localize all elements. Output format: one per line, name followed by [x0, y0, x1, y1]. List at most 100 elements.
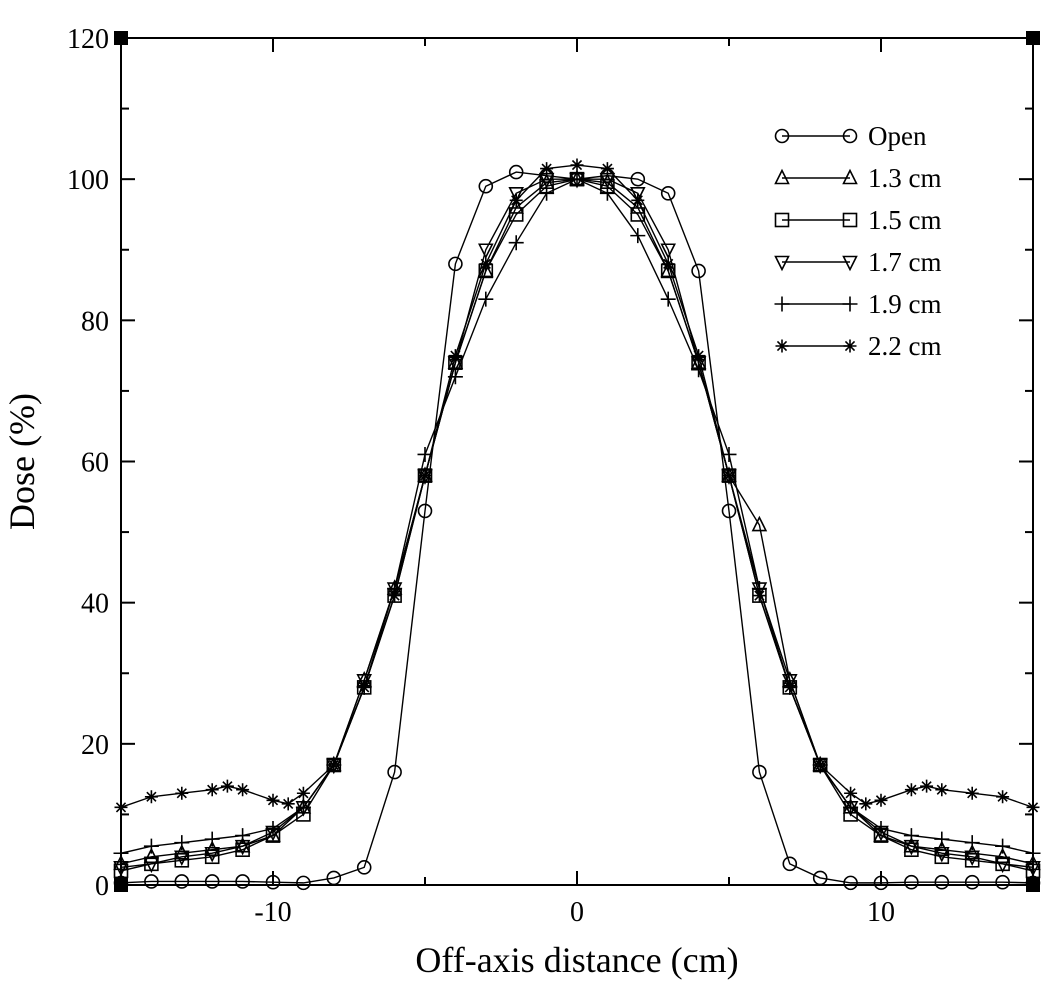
data-point	[964, 843, 980, 860]
legend-marker	[842, 255, 858, 272]
y-tick-label: 100	[67, 165, 109, 196]
data-point	[783, 680, 797, 694]
data-point	[114, 800, 128, 814]
data-point	[265, 821, 281, 837]
corner-marker	[1026, 31, 1040, 45]
series-line	[120, 178, 1034, 854]
data-point	[205, 783, 219, 797]
data-point	[630, 228, 646, 244]
data-point	[113, 861, 129, 877]
data-point	[600, 162, 614, 176]
data-point	[204, 874, 220, 889]
data-point	[964, 852, 980, 868]
legend-label: 1.9 cm	[868, 289, 942, 319]
data-point	[418, 469, 432, 483]
data-point	[508, 186, 524, 203]
legend-entry: 1.9 cm	[774, 289, 942, 319]
y-tick-label: 20	[81, 730, 109, 761]
legend-label: Open	[868, 121, 927, 151]
data-point	[904, 874, 919, 890]
data-point	[934, 831, 950, 847]
data-point	[387, 764, 402, 780]
data-point	[569, 171, 585, 187]
x-tick-label: 0	[570, 897, 584, 928]
data-point	[812, 870, 828, 886]
legend-label: 1.7 cm	[868, 247, 942, 277]
legend-marker	[774, 255, 790, 272]
data-point	[266, 793, 280, 807]
data-point	[935, 783, 949, 797]
y-axis-title: Dose (%)	[2, 393, 42, 530]
x-tick-label: 10	[867, 897, 895, 928]
data-point	[1025, 861, 1041, 877]
data-point	[873, 821, 889, 837]
legend-marker	[774, 212, 790, 228]
series-triangle-down	[113, 172, 1041, 877]
data-point	[631, 193, 645, 207]
data-point	[235, 842, 250, 858]
legend-marker	[774, 128, 790, 144]
data-point	[235, 874, 250, 889]
data-point	[964, 850, 980, 867]
data-point	[265, 874, 281, 890]
data-point	[235, 828, 251, 844]
data-point	[1025, 863, 1041, 879]
data-point	[782, 856, 798, 872]
data-point	[478, 261, 494, 278]
data-point	[220, 779, 234, 793]
data-point	[174, 852, 190, 868]
data-point	[722, 469, 736, 483]
data-point	[113, 854, 129, 871]
data-point	[417, 503, 433, 519]
data-point	[843, 875, 858, 891]
legend-marker	[843, 339, 857, 353]
series-line	[120, 178, 1034, 869]
legend-entry: 1.5 cm	[774, 205, 942, 235]
data-point	[721, 503, 737, 519]
data-point	[660, 243, 676, 260]
data-point	[964, 835, 980, 851]
legend-marker	[842, 296, 858, 312]
data-point	[752, 764, 767, 780]
legend-entry: 2.2 cm	[775, 331, 942, 361]
data-point	[448, 349, 462, 363]
legend-marker	[842, 128, 858, 144]
data-point	[204, 831, 220, 847]
corner-marker	[114, 31, 128, 45]
data-point	[965, 786, 979, 800]
series-square	[113, 171, 1041, 879]
data-point	[782, 674, 798, 690]
data-point	[752, 589, 766, 603]
legend-label: 1.3 cm	[868, 163, 942, 193]
data-point	[904, 842, 919, 858]
y-tick-label: 80	[81, 306, 109, 337]
data-point	[388, 589, 402, 603]
data-point	[204, 849, 220, 865]
data-point	[661, 257, 675, 271]
data-point	[281, 797, 295, 811]
data-point	[934, 849, 950, 865]
data-point	[143, 857, 160, 874]
series-line	[120, 178, 1034, 872]
data-point	[873, 875, 889, 891]
data-point	[508, 164, 524, 180]
data-point	[478, 291, 494, 307]
series-star	[114, 158, 1040, 814]
legend-label: 2.2 cm	[868, 331, 942, 361]
data-point	[326, 870, 342, 886]
legend: Open 1.3 cm 1.5 cm 1.7 cm 1.9 cm 2.2 cm	[774, 121, 942, 361]
data-point	[236, 783, 250, 797]
data-point	[994, 857, 1011, 874]
legend-entry: 1.7 cm	[774, 247, 942, 277]
data-point	[296, 875, 311, 891]
data-point	[143, 838, 159, 854]
data-point	[357, 680, 371, 694]
data-point	[1026, 800, 1040, 814]
data-point	[660, 185, 676, 201]
x-tick-label: -10	[254, 897, 291, 928]
data-point	[996, 790, 1010, 804]
data-point	[509, 193, 523, 207]
data-point	[691, 263, 706, 279]
